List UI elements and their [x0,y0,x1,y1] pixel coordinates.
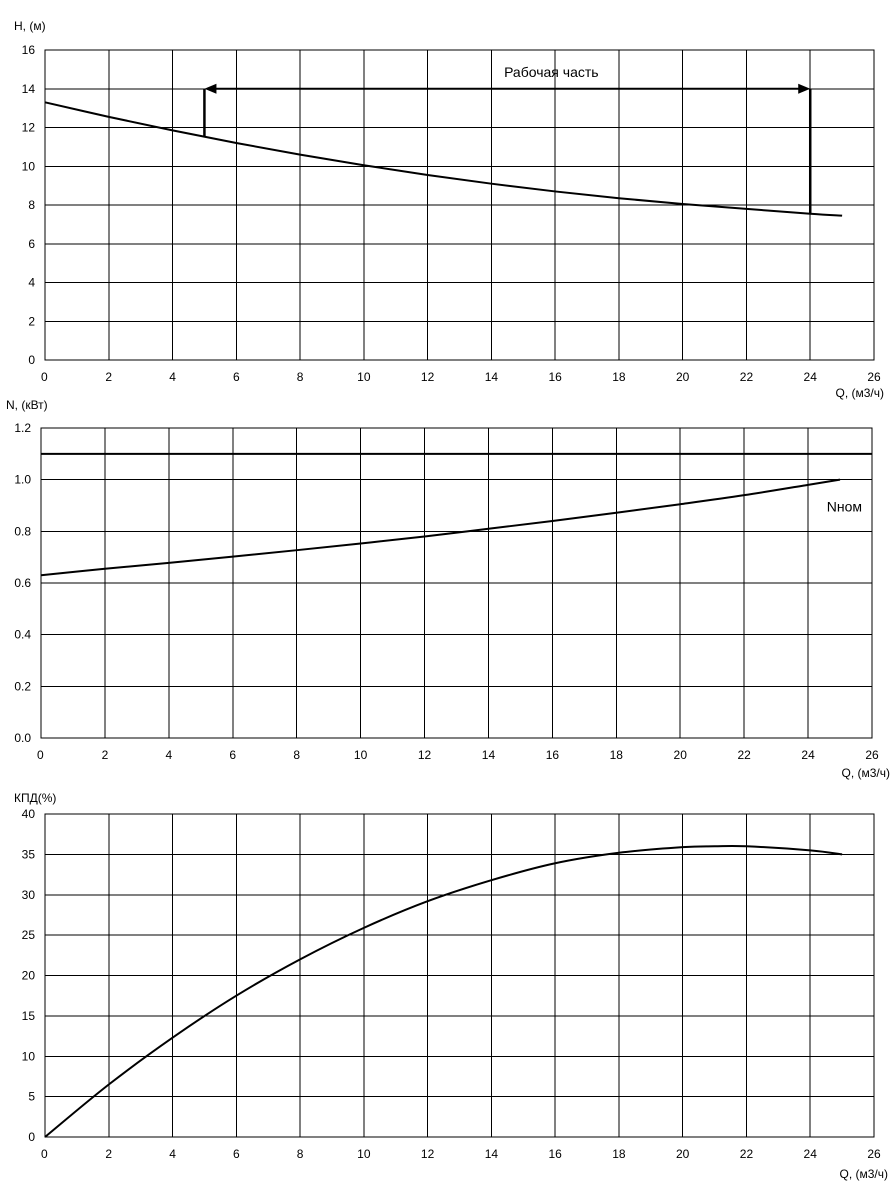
x-tick-label: 0 [41,370,48,384]
y-tick-label: 10 [22,159,36,173]
x-tick-label: 26 [867,370,881,384]
x-tick-label: 22 [740,1147,754,1161]
x-tick-label: 18 [612,1147,626,1161]
x-tick-label: 10 [357,370,371,384]
y-tick-label: 30 [22,888,36,902]
y-tick-label: 12 [22,121,36,135]
x-axis-label: Q, (м3/ч) [839,1167,888,1181]
y-axis-label: H, (м) [14,19,46,33]
x-tick-label: 18 [612,370,626,384]
x-tick-label: 22 [737,748,751,762]
x-tick-label: 8 [293,748,300,762]
y-tick-label: 6 [28,237,35,251]
y-tick-label: 1.0 [14,473,31,487]
y-tick-label: 2 [28,314,35,328]
x-tick-label: 2 [105,370,112,384]
x-tick-label: 14 [485,370,499,384]
x-tick-label: 20 [676,370,690,384]
y-tick-label: 16 [22,43,36,57]
y-tick-label: 5 [28,1090,35,1104]
y-tick-label: 0.8 [14,524,31,538]
working-range-arrowhead-left [204,83,217,94]
y-tick-label: 0.2 [14,679,31,693]
x-tick-label: 0 [37,748,44,762]
plot-frame [44,813,875,1138]
y-tick-label: 25 [22,928,36,942]
x-tick-label: 12 [421,1147,435,1161]
working-range-arrowhead-right [798,83,811,94]
series-line [44,101,843,217]
x-tick-label: 8 [297,1147,304,1161]
x-tick-label: 6 [233,1147,240,1161]
nominal-power-label: Nном [827,499,862,515]
y-tick-label: 0.4 [14,628,31,642]
x-axis-label: Q, (м3/ч) [841,766,890,780]
x-tick-label: 12 [418,748,432,762]
x-tick-label: 14 [485,1147,499,1161]
y-axis-label: N, (кВт) [6,398,48,412]
y-tick-label: 0.0 [14,731,31,745]
efficiency-chart: 0 2 4 6 8 10 12 14 16 18 20 22 24 260510152025303540К… [14,791,888,1181]
x-axis-label: Q, (м3/ч) [835,386,884,400]
y-tick-label: 0 [28,1130,35,1144]
x-tick-label: 4 [169,370,176,384]
x-tick-label: 12 [421,370,435,384]
plot-frame [44,49,875,361]
x-tick-label: 16 [548,1147,562,1161]
y-tick-label: 15 [22,1009,36,1023]
x-tick-label: 10 [354,748,368,762]
x-tick-label: 24 [801,748,815,762]
x-tick-label: 26 [865,748,879,762]
series-line [44,844,843,1138]
x-tick-label: 4 [166,748,173,762]
y-tick-label: 20 [22,969,36,983]
y-tick-label: 0.6 [14,576,31,590]
y-tick-label: 0 [28,353,35,367]
x-tick-label: 16 [546,748,560,762]
y-tick-label: 10 [22,1049,36,1063]
x-tick-label: 18 [610,748,624,762]
y-tick-label: 4 [28,276,35,290]
x-tick-label: 14 [482,748,496,762]
y-tick-label: 8 [28,198,35,212]
y-axis-label: КПД(%) [14,791,56,805]
series-line [40,478,841,577]
working-range-label: Рабочая часть [504,64,599,80]
x-tick-label: 6 [229,748,236,762]
x-tick-label: 22 [740,370,754,384]
x-tick-label: 26 [867,1147,881,1161]
y-tick-label: 35 [22,847,36,861]
x-tick-label: 20 [676,1147,690,1161]
y-tick-label: 40 [22,807,36,821]
x-tick-label: 6 [233,370,240,384]
x-tick-label: 16 [548,370,562,384]
x-tick-label: 2 [105,1147,112,1161]
x-tick-label: 24 [804,370,818,384]
y-tick-label: 14 [22,82,36,96]
x-tick-label: 10 [357,1147,371,1161]
x-tick-label: 2 [102,748,109,762]
x-tick-label: 20 [674,748,688,762]
x-tick-label: 4 [169,1147,176,1161]
plot-frame [40,427,873,739]
power-chart: 0 2 4 6 8 10 12 14 16 18 20 22 24 260.00.20.40.60.81.… [6,398,890,780]
x-tick-label: 8 [297,370,304,384]
x-tick-label: 24 [804,1147,818,1161]
y-tick-label: 1.2 [14,421,31,435]
x-tick-label: 0 [41,1147,48,1161]
